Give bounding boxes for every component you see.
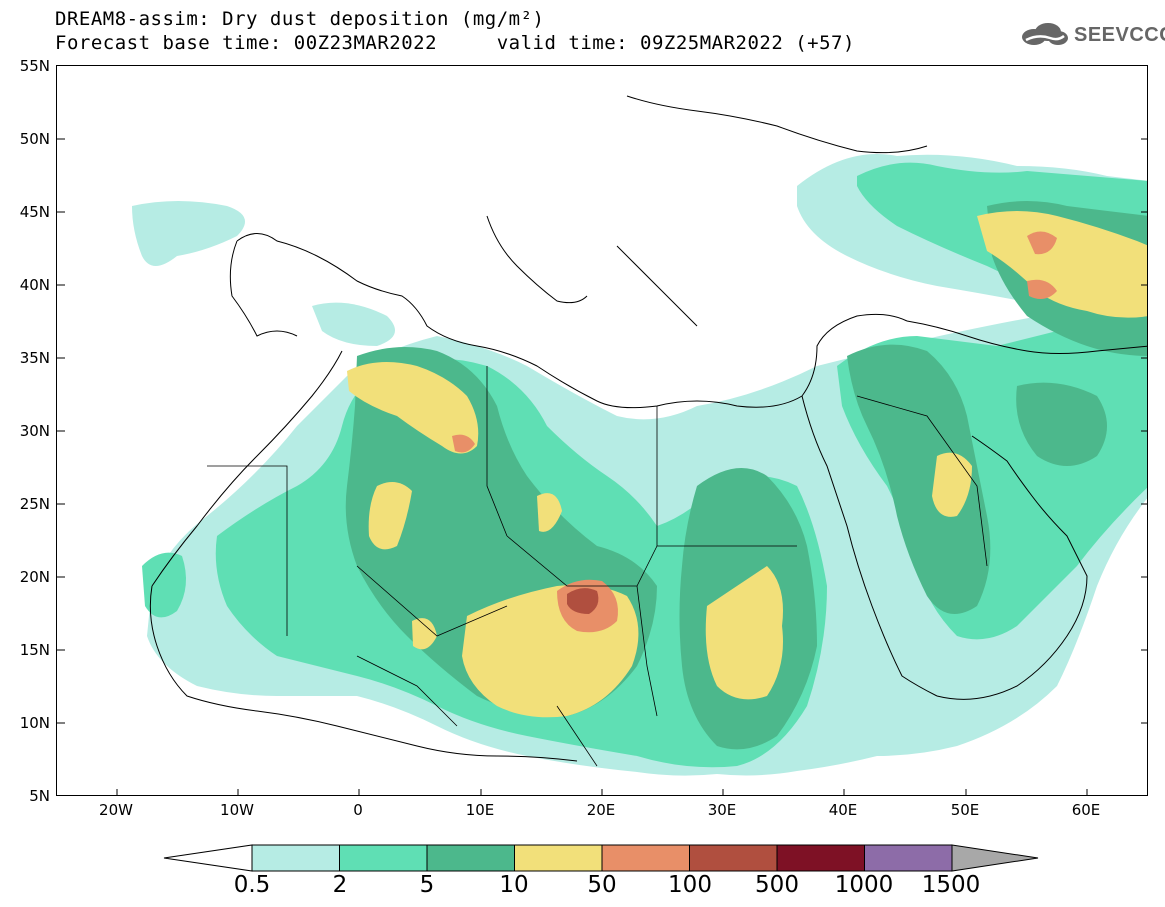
colorbar-label-500: 500 — [755, 872, 799, 898]
colorbar-label-0.5: 0.5 — [233, 872, 271, 898]
colorbar-box — [601, 844, 690, 872]
colorbar-label-5: 5 — [419, 872, 435, 898]
colorbar-label-10: 10 — [499, 872, 529, 898]
coastlines — [149, 95, 1147, 762]
lat-label-45n: 45N — [19, 203, 50, 221]
lat-label-30n: 30N — [19, 422, 50, 440]
colorbar-label-2: 2 — [332, 872, 348, 898]
title-line-2: Forecast base time: 00Z23MAR2022 valid t… — [55, 32, 855, 54]
lon-label-40e: 40E — [828, 801, 858, 819]
lon-label-20e: 20E — [586, 801, 616, 819]
lat-label-50n: 50N — [19, 130, 50, 148]
colorbar-label-50: 50 — [587, 872, 617, 898]
lat-label-20n: 20N — [19, 568, 50, 586]
dust-deposition-map — [56, 65, 1148, 796]
colorbar-label-100: 100 — [668, 872, 712, 898]
colorbar-label-1500: 1500 — [921, 872, 981, 898]
colorbar-box — [864, 844, 953, 872]
lat-label-10n: 10N — [19, 714, 50, 732]
colorbar-box — [426, 844, 515, 872]
colorbar-lower-arrow — [163, 844, 253, 872]
lon-label-10e: 10E — [465, 801, 495, 819]
lon-label-10w: 10W — [220, 801, 254, 819]
lat-label-5n: 5N — [29, 787, 50, 805]
deposition-layer-100 — [567, 588, 599, 614]
colorbar-boxes — [251, 844, 953, 872]
lat-label-40n: 40N — [19, 276, 50, 294]
colorbar-box — [689, 844, 778, 872]
cloud-logo-icon — [1022, 23, 1068, 45]
lat-label-35n: 35N — [19, 349, 50, 367]
lat-label-55n: 55N — [19, 57, 50, 75]
country-borders — [207, 366, 988, 767]
map-canvas — [57, 95, 1147, 795]
lon-label-60e: 60E — [1071, 801, 1101, 819]
seevccc-logo: SEEVCCC — [1018, 22, 1165, 48]
colorbar-box — [251, 844, 340, 872]
colorbar-box — [339, 844, 428, 872]
lon-label-20w: 20W — [99, 801, 133, 819]
colorbar-box — [776, 844, 865, 872]
title-line-1: DREAM8-assim: Dry dust deposition (mg/m²… — [55, 8, 545, 30]
graticule-ticks — [57, 138, 1147, 795]
logo-text: SEEVCCC — [1074, 23, 1165, 46]
lon-label-0: 0 — [353, 801, 363, 819]
lon-label-30e: 30E — [707, 801, 737, 819]
lat-label-15n: 15N — [19, 641, 50, 659]
colorbar-box — [514, 844, 603, 872]
colorbar — [163, 844, 1039, 872]
colorbar-upper-arrow — [951, 844, 1039, 872]
lat-label-25n: 25N — [19, 495, 50, 513]
colorbar-label-1000: 1000 — [834, 872, 894, 898]
lon-label-50e: 50E — [950, 801, 980, 819]
